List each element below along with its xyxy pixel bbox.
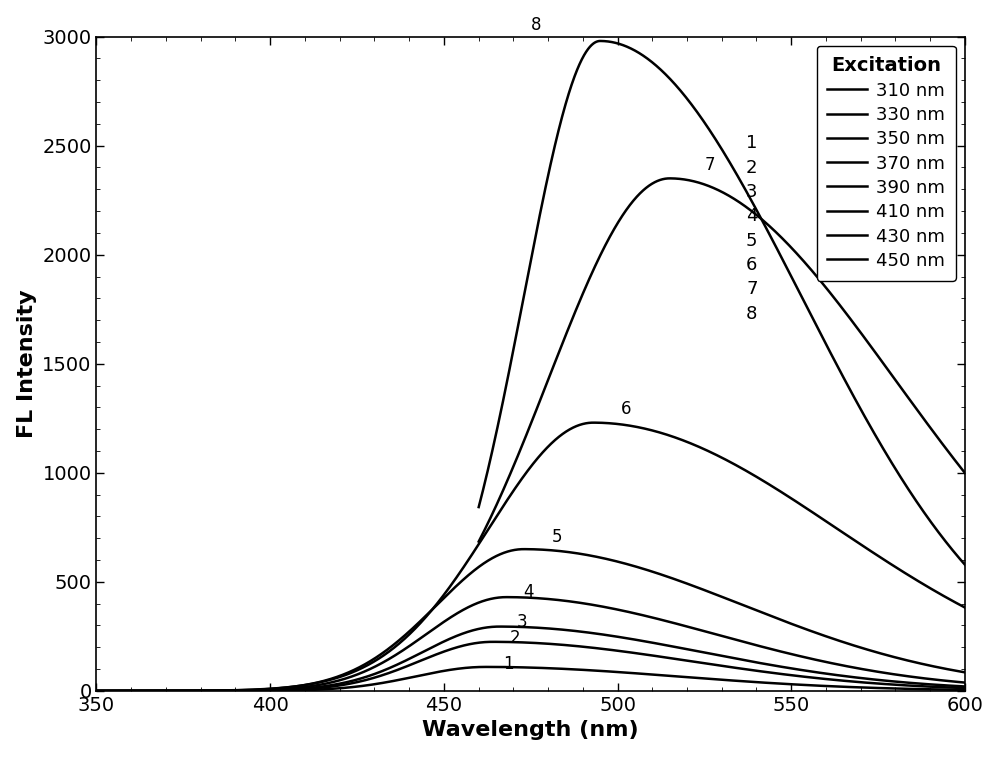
Text: 4: 4 [524, 583, 534, 601]
Text: 7: 7 [746, 280, 758, 298]
Y-axis label: FL Intensity: FL Intensity [17, 289, 37, 438]
Text: 3: 3 [517, 613, 527, 631]
Text: 5: 5 [552, 528, 562, 546]
Text: 2: 2 [746, 159, 758, 176]
Text: 3: 3 [746, 183, 758, 201]
Text: 8: 8 [746, 304, 758, 322]
Text: 7: 7 [704, 156, 715, 174]
Legend: 310 nm, 330 nm, 350 nm, 370 nm, 390 nm, 410 nm, 430 nm, 450 nm: 310 nm, 330 nm, 350 nm, 370 nm, 390 nm, … [817, 45, 956, 281]
Text: 1: 1 [503, 656, 514, 674]
X-axis label: Wavelength (nm): Wavelength (nm) [422, 721, 639, 740]
Text: 6: 6 [621, 400, 631, 419]
Text: 1: 1 [746, 135, 758, 152]
Text: 8: 8 [531, 17, 541, 34]
Text: 4: 4 [746, 207, 758, 226]
Text: 6: 6 [746, 256, 758, 274]
Text: 2: 2 [510, 629, 520, 647]
Text: 5: 5 [746, 232, 758, 250]
